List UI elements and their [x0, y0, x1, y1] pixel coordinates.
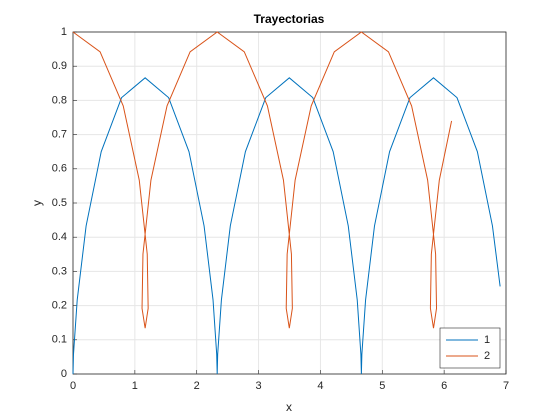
x-tick-label: 7 [503, 380, 509, 392]
x-tick-label: 2 [194, 380, 200, 392]
plot-frame [72, 31, 507, 375]
data-line [72, 31, 453, 329]
y-tick-label: 0.3 [52, 265, 67, 277]
x-tick-label: 5 [379, 380, 385, 392]
y-tick-label: 1 [61, 26, 67, 38]
y-tick-label: 0.9 [52, 60, 67, 72]
y-tick-label: 0.5 [52, 197, 67, 209]
y-tick-label: 0.8 [52, 94, 67, 106]
y-tick-label: 0.4 [52, 231, 67, 243]
y-tick-label: 0.2 [52, 300, 67, 312]
legend-label: 1 [484, 334, 490, 346]
x-tick-label: 4 [317, 380, 323, 392]
y-tick-label: 0.6 [52, 163, 67, 175]
x-tick-label: 0 [70, 380, 76, 392]
x-axis-label: x [286, 400, 292, 414]
y-axis-label: y [30, 200, 44, 206]
y-tick-label: 0 [61, 368, 67, 380]
chart-title: Trayectorias [254, 12, 325, 26]
x-tick-label: 3 [256, 380, 262, 392]
x-tick-label: 1 [132, 380, 138, 392]
x-tick-label: 6 [441, 380, 447, 392]
data-line [72, 77, 501, 375]
legend-box [439, 327, 501, 369]
legend-label: 2 [484, 350, 490, 362]
y-tick-label: 0.7 [52, 129, 67, 141]
y-tick-label: 0.1 [52, 334, 67, 346]
